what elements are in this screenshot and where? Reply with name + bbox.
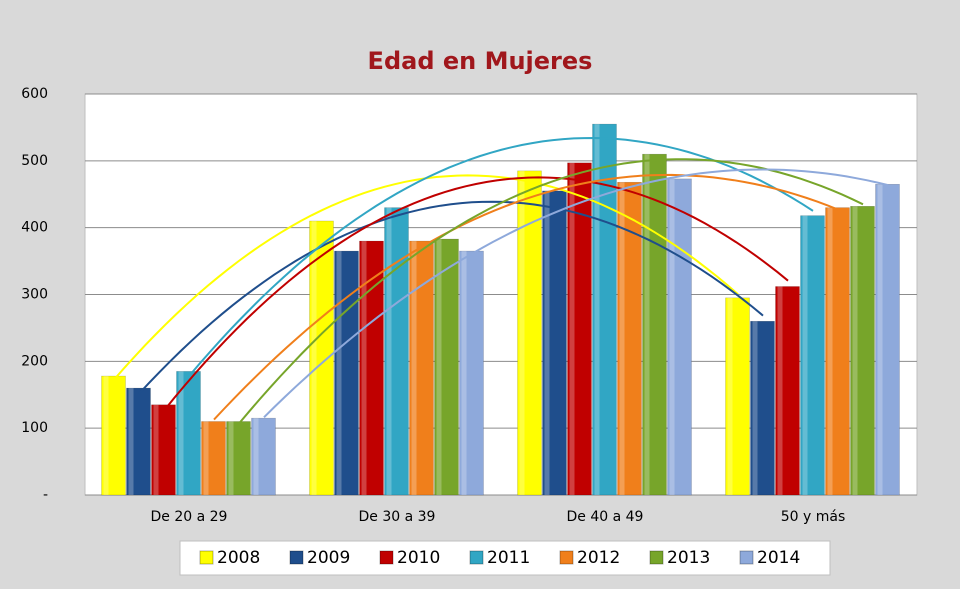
trendline [263,168,889,419]
bar-highlight [594,124,600,495]
bar [850,206,875,496]
bar [384,207,409,496]
bar [434,238,459,496]
y-tick-label: 600 [21,86,48,102]
y-tick-label: 100 [21,420,48,436]
bar [409,240,434,496]
bar-highlight [569,162,575,496]
bar [875,183,900,496]
x-tick-label: De 30 a 39 [359,509,436,525]
bar [126,387,151,496]
bar-highlight [752,321,758,495]
legend-swatch [199,550,214,565]
trendline [213,173,839,421]
bar-highlight [311,220,317,495]
legend [179,540,831,576]
legend-swatch [649,550,664,565]
bar [642,153,667,496]
trendline [138,200,764,395]
y-tick-label: 200 [21,353,48,369]
x-tick-label: De 20 a 29 [151,509,228,525]
bar-highlight [253,418,259,495]
legend-swatch [289,550,304,565]
legend-label: 2011 [487,548,530,568]
legend-label: 2009 [307,548,350,568]
bar-highlight [777,286,783,495]
bar [151,404,176,496]
bar [750,320,775,496]
bar-highlight [153,404,159,495]
bar-highlight [203,421,209,495]
bar [309,220,334,496]
legend-swatch [379,550,394,565]
legend-swatch [739,550,754,565]
bar [459,250,484,496]
bar-highlight [877,184,883,495]
legend-label: 2012 [577,548,620,568]
bar-highlight [103,376,109,495]
y-tick-label: 500 [21,153,48,169]
bar-highlight [827,207,833,495]
bar-highlight [336,251,342,495]
bar [825,207,850,496]
bar [542,190,567,496]
bar-highlight [669,178,675,495]
bar [251,417,276,496]
bar [359,240,384,496]
bar [800,215,825,496]
bar [667,178,692,496]
x-tick-label: De 40 a 49 [567,509,644,525]
legend-swatch [469,550,484,565]
bar [101,375,126,496]
y-tick-label: - [43,487,48,503]
bar-highlight [644,154,650,495]
chart-title: Edad en Mujeres [368,47,593,75]
bar-highlight [386,207,392,495]
y-tick-label: 300 [21,287,48,303]
x-tick-label: 50 y más [781,509,846,525]
legend-label: 2008 [217,548,260,568]
trendline [188,136,814,377]
legend-label: 2014 [757,548,800,568]
bar-highlight [411,241,417,495]
bar-highlight [178,371,184,495]
bar-highlight [436,239,442,495]
trendline [238,158,864,425]
bar-highlight [361,241,367,495]
bar [725,297,750,496]
legend-label: 2013 [667,548,710,568]
bar [775,286,800,496]
bar [517,170,542,496]
bar-highlight [461,251,467,495]
bar-highlight [228,421,234,495]
bar-highlight [852,206,858,495]
bar-highlight [619,182,625,495]
bar [567,162,592,496]
bar [201,421,226,496]
trendline [163,176,789,412]
bar-highlight [544,190,550,496]
legend-label: 2010 [397,548,440,568]
bar-highlight [802,215,808,496]
bar-highlight [519,170,525,495]
y-tick-label: 400 [21,220,48,236]
bar [226,421,251,496]
legend-swatch [559,550,574,565]
bar-highlight [727,297,733,495]
bar-highlight [128,388,134,495]
